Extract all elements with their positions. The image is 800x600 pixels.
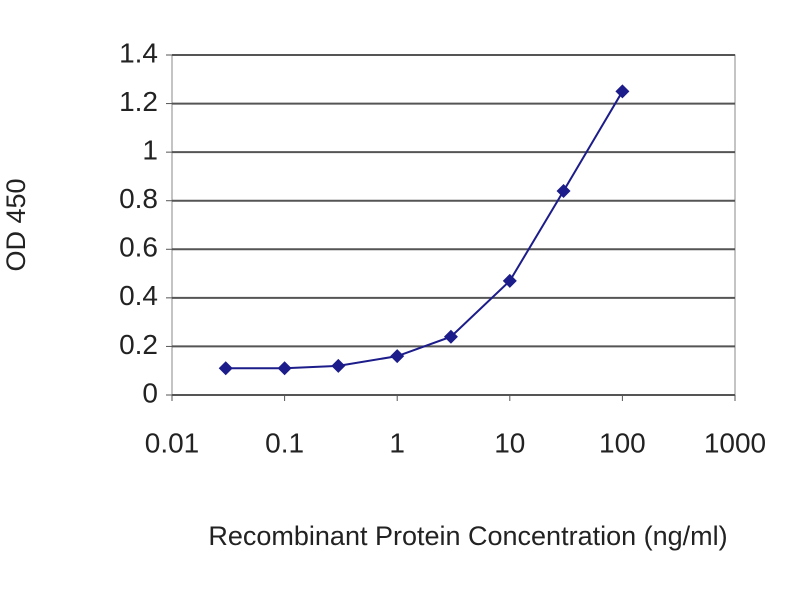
y-tick-label: 1.4	[119, 37, 158, 68]
data-point	[331, 358, 346, 373]
series-line	[225, 90, 624, 370]
data-point	[277, 361, 292, 376]
x-tick-label: 1	[389, 427, 405, 458]
data-point	[218, 361, 233, 376]
data-point	[556, 184, 571, 198]
y-tick-label: 0.4	[119, 280, 158, 311]
y-tick-label: 1.2	[119, 86, 158, 117]
data-point	[615, 84, 630, 99]
data-point	[502, 273, 517, 288]
y-tick-label: 0.8	[119, 183, 158, 214]
x-tick-label: 0.1	[265, 427, 304, 458]
x-tick-label: 100	[599, 427, 646, 458]
y-axis-title: OD 450	[1, 178, 31, 271]
y-tick-label: 0.6	[119, 232, 158, 263]
data-point	[390, 349, 405, 364]
x-tick-label: 1000	[704, 427, 766, 458]
x-axis-title: Recombinant Protein Concentration (ng/ml…	[208, 521, 727, 551]
x-tick-label: 0.01	[145, 427, 200, 458]
x-tick-label: 10	[494, 427, 525, 458]
plot-area	[171, 54, 736, 396]
data-point	[443, 329, 458, 344]
y-tick-label: 1	[142, 135, 158, 166]
y-tick-label: 0	[142, 377, 158, 408]
y-tick-label: 0.2	[119, 329, 158, 360]
